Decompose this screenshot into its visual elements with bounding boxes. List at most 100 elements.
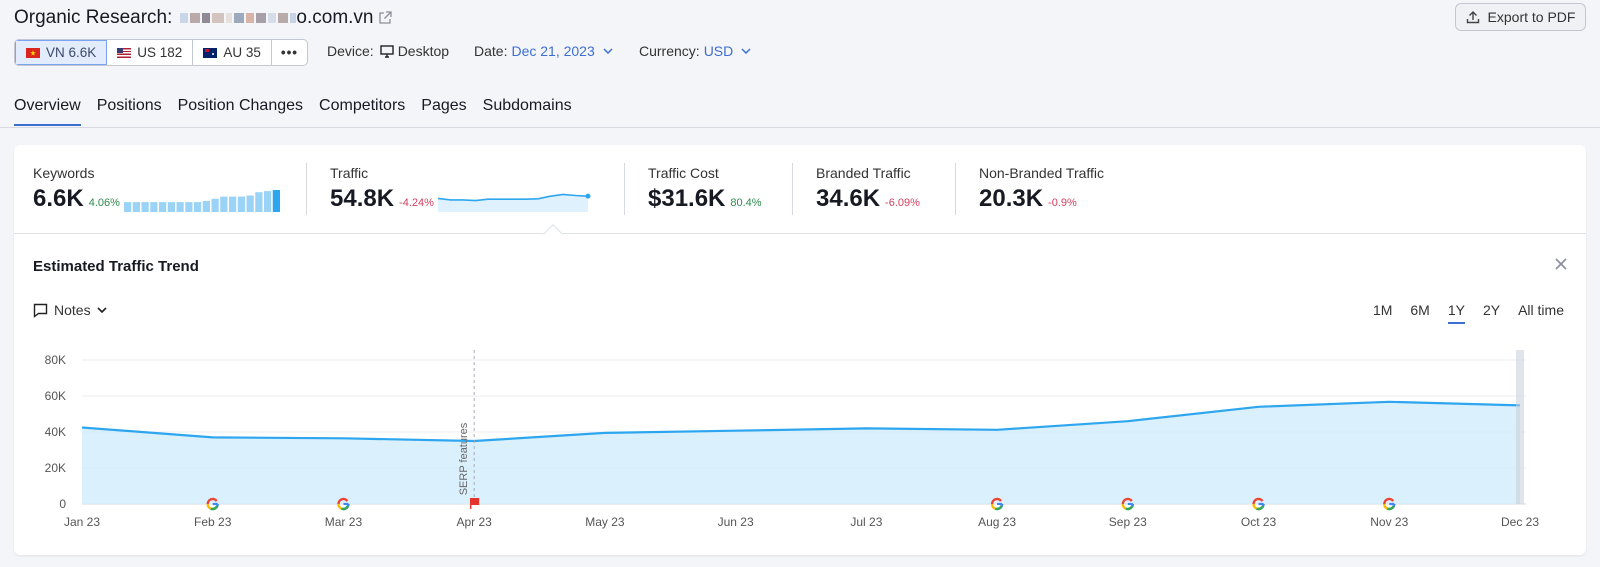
- google-update-icon[interactable]: [1252, 497, 1265, 511]
- page-title: Organic Research:: [14, 7, 173, 28]
- y-tick-label: 80K: [45, 353, 66, 367]
- sparkline-bar: [255, 192, 263, 212]
- metric-traffic[interactable]: Traffic 54.8K -4.24%: [330, 165, 594, 213]
- metric-change: -0.9%: [1048, 197, 1077, 209]
- database-tab-au[interactable]: AU 35: [193, 40, 272, 65]
- x-tick-label: Sep 23: [1109, 515, 1147, 529]
- tab-competitors[interactable]: Competitors: [319, 97, 406, 114]
- sparkline-bar: [246, 195, 254, 212]
- tab-positions[interactable]: Positions: [96, 97, 162, 114]
- metric-value: $31.6K: [648, 185, 726, 212]
- more-databases-button[interactable]: •••: [280, 45, 299, 60]
- time-range-selector: 1M 6M 1Y 2Y All time: [1373, 302, 1564, 324]
- sparkline-bar: [176, 202, 184, 212]
- range-2y[interactable]: 2Y: [1482, 302, 1501, 318]
- domain-suffix: o.com.vn: [296, 7, 374, 28]
- page-header: Organic Research: o.com.vn: [14, 4, 392, 32]
- metric-divider: [792, 163, 793, 215]
- x-tick-label: Feb 23: [194, 515, 232, 529]
- upload-icon: [1466, 11, 1479, 24]
- device-filter[interactable]: Device: Desktop: [327, 43, 449, 59]
- range-1y[interactable]: 1Y: [1447, 302, 1465, 324]
- metric-change: -6.09%: [885, 197, 920, 209]
- sparkline-bar: [237, 196, 245, 212]
- x-tick-label: Jul 23: [850, 515, 882, 529]
- y-tick-label: 40K: [45, 425, 66, 439]
- notes-dropdown[interactable]: Notes: [33, 302, 107, 318]
- metric-value: 34.6K: [816, 185, 881, 212]
- tab-subdomains[interactable]: Subdomains: [482, 97, 572, 114]
- range-1m[interactable]: 1M: [1372, 302, 1393, 318]
- tabs-divider: [0, 127, 1600, 128]
- export-label: Export to PDF: [1487, 9, 1576, 25]
- x-tick-label: Jan 23: [64, 515, 100, 529]
- date-label: Date:: [474, 43, 508, 59]
- google-update-icon[interactable]: [1121, 497, 1135, 511]
- us-flag-icon: [117, 47, 132, 58]
- traffic-trend-chart[interactable]: 0 20K 40K 60K 80K Jan 23 Feb 23 Mar 23 Apr 23 May…: [14, 340, 1586, 550]
- report-tabs: Overview Positions Position Changes Comp…: [14, 97, 572, 126]
- x-tick-label: May 23: [585, 515, 625, 529]
- trend-title: Estimated Traffic Trend: [33, 258, 199, 275]
- google-update-icon[interactable]: [1383, 497, 1396, 511]
- device-value: Desktop: [397, 43, 450, 59]
- database-selector: VN 6.6K US 182 AU 35 •••: [14, 39, 309, 66]
- x-tick-label: Nov 23: [1370, 515, 1408, 529]
- close-icon[interactable]: [1554, 257, 1568, 271]
- metric-label: Non-Branded Traffic: [979, 165, 1105, 181]
- metric-non-branded-traffic[interactable]: Non-Branded Traffic 20.3K -0.9%: [979, 165, 1104, 213]
- tab-position-changes[interactable]: Position Changes: [177, 97, 304, 114]
- annotation-label: SERP features: [458, 422, 470, 495]
- metric-divider: [624, 163, 625, 215]
- google-update-icon[interactable]: [206, 497, 219, 511]
- google-update-icon[interactable]: [337, 497, 350, 511]
- chevron-down-icon: [603, 48, 613, 54]
- metric-keywords[interactable]: Keywords 6.6K 4.06%: [33, 165, 284, 213]
- external-link-icon[interactable]: [378, 11, 392, 25]
- database-tab-vn[interactable]: VN 6.6K: [15, 40, 108, 65]
- sparkline-bar: [123, 202, 132, 212]
- sparkline-bar: [141, 202, 149, 212]
- sparkline-bar: [132, 202, 140, 212]
- export-to-pdf-button[interactable]: Export to PDF: [1455, 3, 1586, 31]
- sparkline-bar: [220, 196, 228, 212]
- currency-value: USD: [703, 43, 734, 59]
- tab-overview[interactable]: Overview: [14, 97, 81, 126]
- x-tick-label: Jun 23: [718, 515, 754, 529]
- metric-traffic-cost[interactable]: Traffic Cost $31.6K 80.4%: [648, 165, 762, 213]
- flag-marker-icon[interactable]: [469, 498, 480, 509]
- y-tick-label: 60K: [45, 389, 66, 403]
- range-all-time[interactable]: All time: [1518, 302, 1564, 318]
- y-tick-label: 0: [59, 497, 66, 511]
- sparkline-bar: [228, 196, 237, 212]
- series-area: [82, 401, 1520, 504]
- series-line[interactable]: [81, 400, 1521, 443]
- metrics-bar: Keywords 6.6K 4.06% Traffic 54.8K -4.24%…: [14, 145, 1586, 234]
- chevron-down-icon: [741, 48, 751, 54]
- sparkline-bar: [167, 202, 175, 212]
- tab-pages[interactable]: Pages: [421, 97, 467, 114]
- database-tab-us[interactable]: US 182: [107, 40, 194, 65]
- metric-value: 6.6K: [33, 185, 84, 212]
- metric-label: Traffic Cost: [648, 165, 719, 181]
- date-filter[interactable]: Date: Dec 21, 2023: [474, 43, 613, 59]
- date-value: Dec 21, 2023: [511, 43, 595, 59]
- database-tab-label: US 182: [137, 45, 183, 60]
- sparkline-bar: [272, 190, 280, 212]
- sparkline-bar: [158, 202, 167, 212]
- database-tab-label: AU 35: [223, 45, 261, 60]
- google-update-icon[interactable]: [990, 497, 1004, 511]
- vietnam-flag-icon: [26, 47, 40, 58]
- database-tab-label: VN 6.6K: [46, 45, 97, 60]
- y-tick-label: 20K: [45, 461, 66, 475]
- range-6m[interactable]: 6M: [1410, 302, 1430, 318]
- metric-branded-traffic[interactable]: Branded Traffic 34.6K -6.09%: [816, 165, 920, 213]
- currency-filter[interactable]: Currency: USD: [639, 43, 751, 59]
- desktop-icon: [379, 44, 394, 58]
- metric-change: 80.4%: [730, 197, 762, 209]
- sparkline-bar: [193, 202, 202, 212]
- device-label: Device:: [327, 43, 374, 59]
- x-tick-label: Aug 23: [978, 515, 1016, 529]
- metric-change: 4.06%: [88, 197, 120, 209]
- overview-card: Keywords 6.6K 4.06% Traffic 54.8K -4.24%…: [14, 145, 1586, 555]
